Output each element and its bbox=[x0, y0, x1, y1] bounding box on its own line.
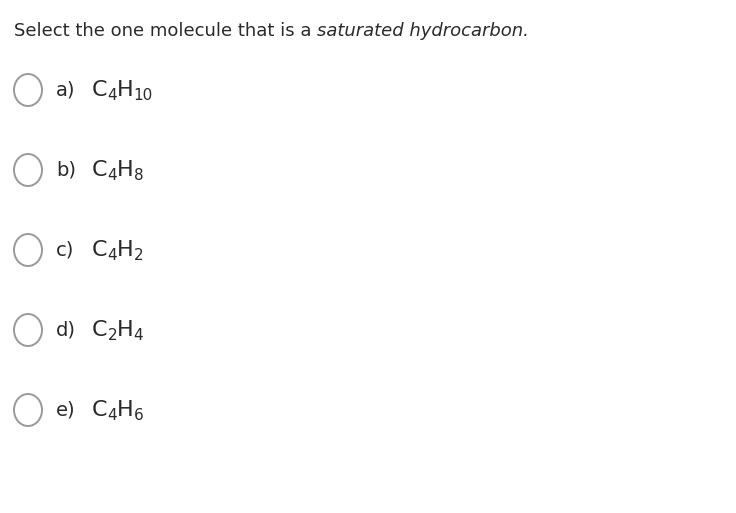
Text: C: C bbox=[92, 240, 107, 260]
Text: 4: 4 bbox=[107, 168, 117, 183]
Text: C: C bbox=[92, 400, 107, 420]
Text: b): b) bbox=[56, 161, 76, 180]
Text: 2: 2 bbox=[107, 327, 117, 343]
Text: 4: 4 bbox=[107, 247, 117, 263]
Text: 4: 4 bbox=[107, 88, 117, 103]
Text: Select the one molecule that is a: Select the one molecule that is a bbox=[14, 22, 317, 40]
Text: c): c) bbox=[56, 241, 74, 260]
Text: C: C bbox=[92, 160, 107, 180]
Text: H: H bbox=[117, 160, 134, 180]
Text: saturated hydrocarbon.: saturated hydrocarbon. bbox=[317, 22, 529, 40]
Text: H: H bbox=[117, 80, 134, 100]
Text: 10: 10 bbox=[134, 88, 153, 103]
Text: 8: 8 bbox=[134, 168, 144, 183]
Text: e): e) bbox=[56, 401, 76, 420]
Text: 4: 4 bbox=[107, 407, 117, 423]
Text: a): a) bbox=[56, 81, 76, 100]
Text: H: H bbox=[117, 240, 134, 260]
Text: H: H bbox=[117, 400, 134, 420]
Text: d): d) bbox=[56, 321, 76, 340]
Text: H: H bbox=[117, 320, 134, 340]
Text: 2: 2 bbox=[134, 247, 144, 263]
Text: C: C bbox=[92, 320, 107, 340]
Text: 4: 4 bbox=[134, 327, 144, 343]
Text: 6: 6 bbox=[134, 407, 144, 423]
Text: C: C bbox=[92, 80, 107, 100]
